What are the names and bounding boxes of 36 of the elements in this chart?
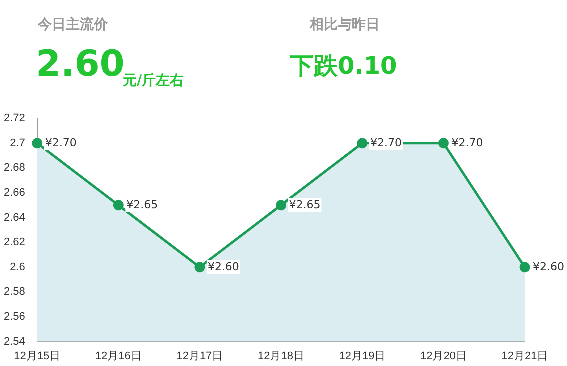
x-tick-label: 12月16日 <box>95 350 142 362</box>
y-tick-label: 2.66 <box>4 187 26 200</box>
y-tick-label: 2.68 <box>4 162 26 174</box>
y-tick-label: 2.58 <box>4 286 26 298</box>
data-label: ¥2.65 <box>126 198 158 212</box>
data-label: ¥2.60 <box>208 260 240 274</box>
y-tick-label: 2.7 <box>10 137 26 150</box>
point <box>520 262 530 273</box>
data-label: ¥2.65 <box>289 198 321 212</box>
data-label: ¥2.70 <box>45 136 77 150</box>
text: 2.60 <box>36 44 125 85</box>
point <box>32 138 43 149</box>
x-tick-label: 12月17日 <box>176 350 224 362</box>
data-label: ¥2.70 <box>452 136 484 150</box>
y-tick-label: 2.54 <box>4 336 26 348</box>
text: 元/斤左右 <box>123 72 184 90</box>
x-tick-label: 12月20日 <box>420 350 467 362</box>
point <box>194 262 206 273</box>
text: 今日主流价 <box>38 16 108 34</box>
x-tick-label: 12月19日 <box>339 350 386 362</box>
y-tick-label: 2.64 <box>4 212 26 224</box>
point <box>357 138 368 149</box>
text: 下跌0.10 <box>290 51 398 82</box>
text: 相比与昨日 <box>310 16 380 34</box>
x-tick-label: 12月18日 <box>258 350 304 362</box>
point <box>276 200 286 211</box>
y-tick-label: 2.72 <box>4 112 26 125</box>
data-label: ¥2.60 <box>533 260 564 274</box>
point <box>113 200 124 211</box>
x-tick-label: 12月21日 <box>502 350 548 362</box>
point <box>438 138 449 149</box>
y-tick-label: 2.6 <box>10 261 26 274</box>
data-label: ¥2.70 <box>370 136 402 150</box>
y-tick-label: 2.62 <box>4 236 26 249</box>
y-tick-label: 2.56 <box>4 311 26 324</box>
x-tick-label: 12月15日 <box>14 350 61 362</box>
